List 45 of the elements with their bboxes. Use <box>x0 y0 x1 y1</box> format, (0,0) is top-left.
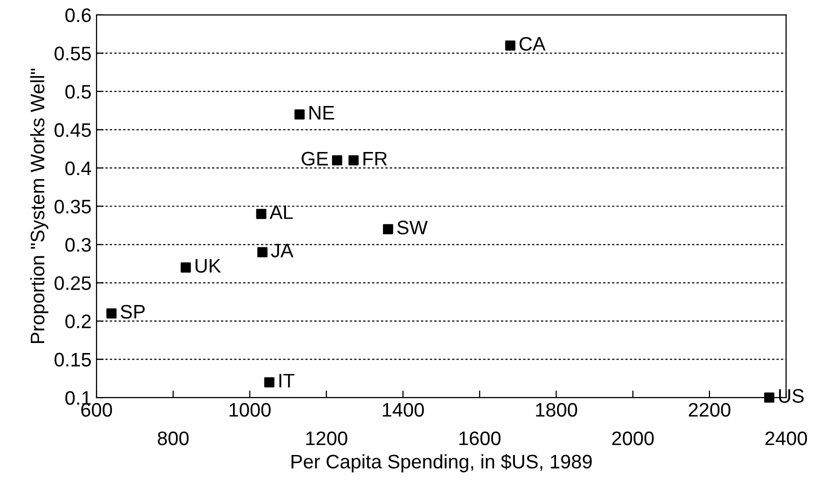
x-tick-label: 1000 <box>230 402 271 417</box>
y-tick-label: 0.3 <box>65 238 91 252</box>
x-axis-title: Per Capita Spending, in $US, 1989 <box>292 454 592 472</box>
annotation: SW <box>397 220 428 234</box>
y-tick-label: 0.5 <box>65 84 91 99</box>
point <box>382 224 394 234</box>
y-tick-label: 0.55 <box>54 46 91 60</box>
point <box>257 247 268 258</box>
point <box>256 208 266 219</box>
x-tick-label: 1400 <box>382 402 424 417</box>
annotation: US <box>779 389 804 403</box>
y-tick-label: 0.1 <box>65 391 91 405</box>
point <box>264 377 274 388</box>
x-tick-label: 1800 <box>536 402 578 417</box>
annotation: AL <box>270 206 293 219</box>
x2-tick-label: 800 <box>158 431 189 446</box>
point <box>106 308 117 318</box>
y-axis-title: Proportion "System Works Well" <box>30 68 48 344</box>
annotation: SP <box>120 304 145 319</box>
y-tick-label: 0.25 <box>54 276 91 290</box>
y-tick-label: 0.6 <box>65 8 91 22</box>
point <box>505 40 516 51</box>
x2-tick-label: 1600 <box>459 431 500 446</box>
y-tick-label: 0.4 <box>65 161 92 176</box>
annotation: FR <box>364 152 387 166</box>
point <box>332 155 342 166</box>
point <box>180 262 191 273</box>
annotation: IT <box>279 374 294 388</box>
annotation: JA <box>271 244 294 258</box>
x2-tick-label: 1200 <box>306 431 348 446</box>
x-tick-label: 2200 <box>688 402 730 417</box>
annotation: GE <box>302 152 328 166</box>
point <box>348 155 359 166</box>
x2-tick-label: 2000 <box>612 431 654 446</box>
x-tick-label: 600 <box>81 402 112 417</box>
y-tick-label: 0.15 <box>54 352 91 367</box>
annotation: NE <box>309 106 334 120</box>
annotation: UK <box>196 259 221 273</box>
x2-tick-label: 2400 <box>765 431 807 446</box>
point <box>764 392 774 403</box>
y-tick-label: 0.45 <box>54 123 91 137</box>
point <box>294 109 305 120</box>
y-tick-label: 0.35 <box>54 200 91 214</box>
annotation: CA <box>520 36 546 51</box>
y-tick-label: 0.2 <box>65 314 91 328</box>
